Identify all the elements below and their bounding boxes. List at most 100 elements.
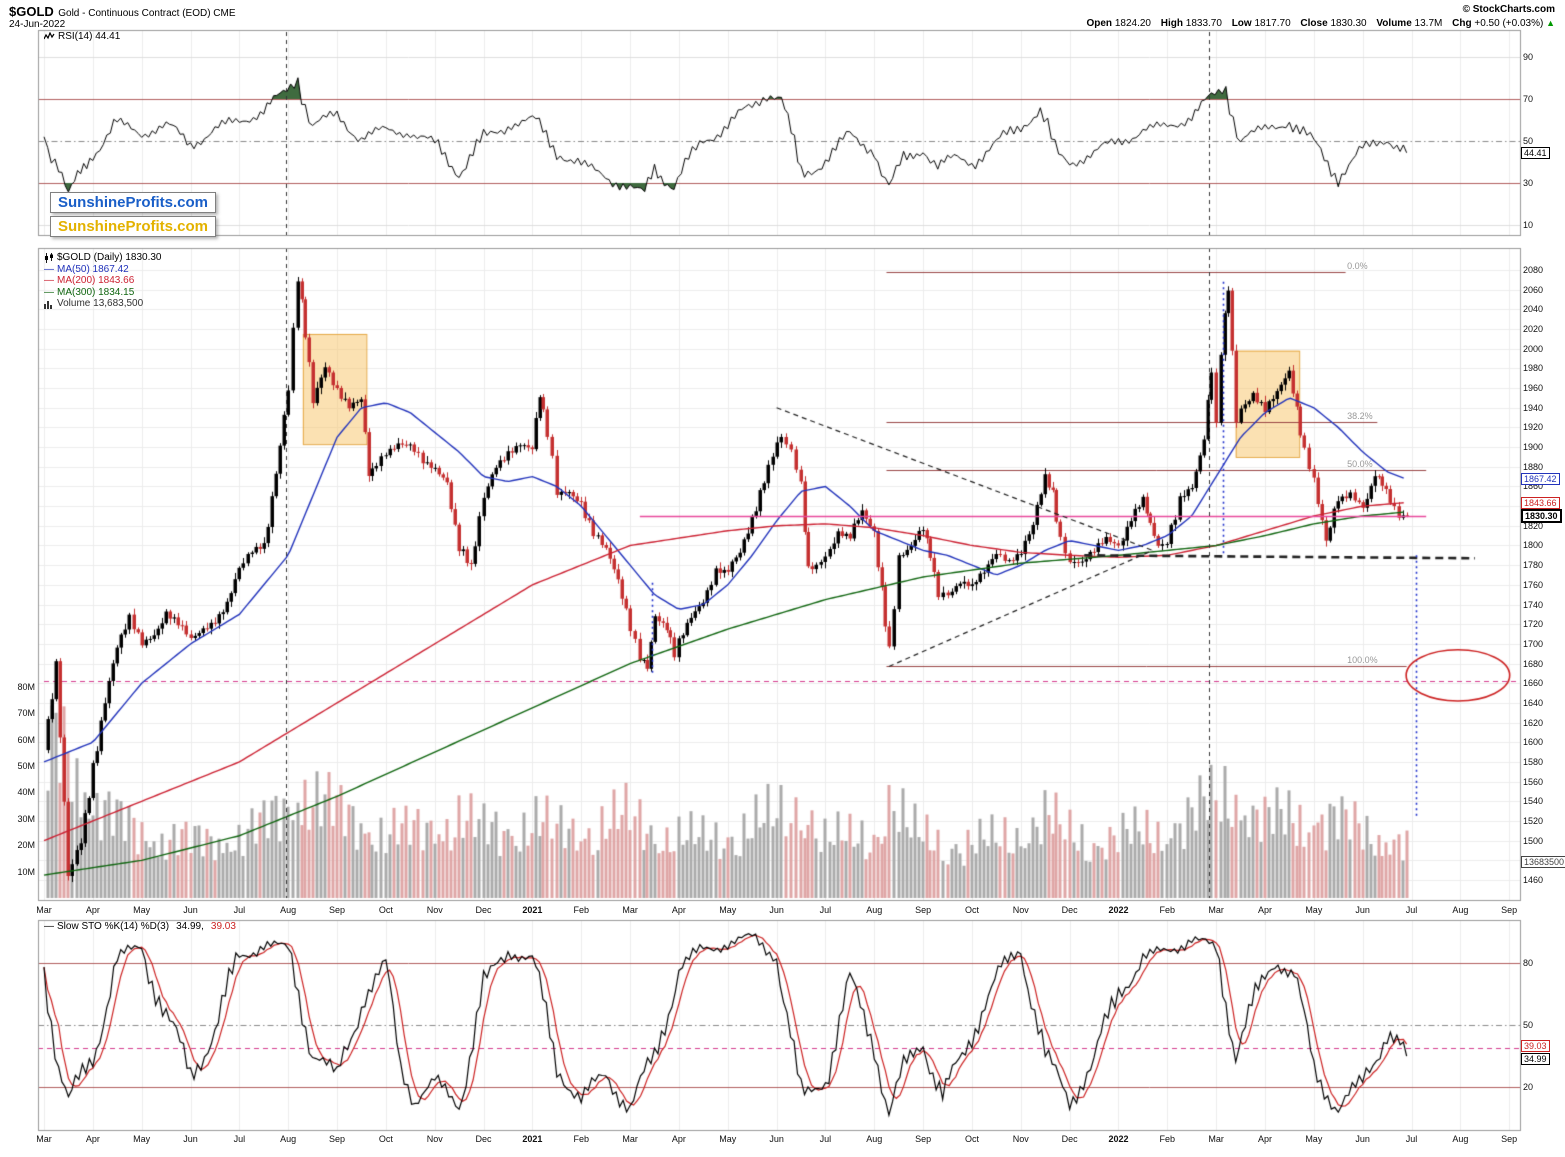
ma50-line-icon: — (44, 263, 54, 275)
main-axis-month: Apr (671, 905, 686, 915)
bottom-axis-month: Feb (573, 1134, 589, 1144)
fib-level-label: 38.2% (1347, 411, 1373, 422)
price-legend-ma300-row: — MA(300) 1834.15 (44, 287, 162, 299)
bottom-axis-month: Apr (671, 1134, 686, 1144)
main-axis-month: Jun (183, 905, 198, 915)
main-axis-month: Sep (1501, 905, 1518, 915)
price-legend-volume-row: Volume 13,683,500 (44, 298, 162, 310)
main-axis-month: Aug (1452, 905, 1469, 915)
volume-axis-tick: 30M (17, 813, 35, 824)
price-axis-tick: 1540 (1523, 796, 1544, 807)
price-axis-tick: 1740 (1523, 599, 1544, 610)
sto-d-badge: 39.03 (1521, 1039, 1550, 1052)
chart-title-text: Gold - Continuous Contract (EOD) CME (58, 8, 236, 19)
sto-d-value: 39.03 (210, 921, 236, 932)
volume-bars-icon (44, 300, 52, 309)
bottom-axis-month: Mar (622, 1134, 638, 1144)
main-axis-month: Feb (1159, 905, 1176, 915)
main-axis-month: Dec (1061, 905, 1078, 915)
bottom-axis-month: Mar (1208, 1134, 1224, 1144)
price-axis-tick: 2000 (1523, 343, 1544, 354)
volume-axis-tick: 40M (17, 787, 35, 798)
candlestick-icon (45, 252, 53, 263)
rsi-axis-tick: 10 (1523, 220, 1534, 230)
price-axis-tick: 1600 (1523, 737, 1544, 748)
price-legend-symbol: $GOLD (Daily) 1830.30 (57, 252, 162, 263)
volume-axis-tick: 50M (17, 761, 35, 771)
main-axis-month: Oct (378, 905, 393, 915)
main-axis-month: Jul (233, 905, 246, 915)
volume-axis-tick: 10M (17, 866, 35, 877)
rsi-axis-tick: 30 (1523, 178, 1534, 188)
bottom-axis-month: Sep (915, 1134, 932, 1144)
ma300-line-icon: — (44, 286, 54, 298)
bottom-axis-month: Nov (1012, 1134, 1029, 1144)
quote-high-label: High (1160, 18, 1183, 29)
bottom-axis-month: Feb (1159, 1134, 1176, 1144)
ma200-line-icon: — (44, 275, 54, 287)
price-axis-tick: 1720 (1523, 619, 1544, 630)
price-axis-tick: 1760 (1523, 579, 1544, 590)
price-axis-tick: 1860 (1523, 481, 1544, 492)
main-axis-month: Mar (36, 905, 52, 915)
main-axis-month: Sep (329, 905, 346, 915)
quote-volume-value: 13.7M (1414, 18, 1443, 29)
bottom-axis-month: Sep (329, 1134, 346, 1144)
price-legend-ma50-row: — MA(50) 1867.42 (44, 264, 162, 276)
main-axis-month: Aug (866, 905, 883, 915)
price-legend-volume: Volume 13,683,500 (57, 298, 144, 310)
copyright-link[interactable]: © StockCharts.com (1462, 4, 1555, 15)
logo-line-1[interactable]: SunshineProfits.com (50, 192, 217, 213)
main-axis-month: May (1305, 905, 1323, 915)
bottom-axis-month: Aug (1452, 1134, 1469, 1144)
main-axis-month: Jul (1405, 905, 1418, 915)
logo-line-2[interactable]: SunshineProfits.com (50, 216, 217, 237)
main-axis-month: Jun (769, 905, 784, 915)
main-axis-month: Jun (1355, 905, 1370, 915)
sto-axis-tick: 20 (1523, 1082, 1534, 1092)
sunshineprofits-logo[interactable]: SunshineProfits.com SunshineProfits.com (50, 192, 217, 240)
main-axis-month: 2021 (522, 905, 543, 915)
price-badge-close: 1830.30 (1521, 508, 1562, 523)
fib-level-label: 50.0% (1347, 458, 1373, 469)
price-badge-ma200: 1843.66 (1521, 496, 1560, 509)
rsi-value-badge: 44.41 (1521, 146, 1550, 159)
sto-legend: — Slow STO %K(14) %D(3) 34.99, 39.03 (44, 921, 236, 933)
bottom-axis-month: Jul (233, 1134, 246, 1144)
bottom-axis-month: Apr (85, 1134, 100, 1144)
bottom-axis-month: 2022 (1108, 1134, 1129, 1144)
chart-header: $GOLD Gold - Continuous Contract (EOD) C… (9, 3, 236, 21)
rsi-legend: RSI(14) 44.41 (44, 31, 120, 43)
bottom-axis-month: Nov (426, 1134, 443, 1144)
bottom-axis-month: May (719, 1134, 737, 1144)
main-axis-month: Dec (475, 905, 492, 915)
bottom-axis-month: Oct (964, 1134, 979, 1144)
bottom-axis-month: Apr (1257, 1134, 1272, 1144)
main-axis-month: Jul (819, 905, 832, 915)
price-axis-tick: 1920 (1523, 422, 1544, 433)
bottom-axis-month: Jun (769, 1134, 784, 1144)
volume-axis-tick: 60M (17, 734, 35, 745)
price-axis-tick: 1620 (1523, 717, 1544, 728)
bottom-axis-month: Jun (1355, 1134, 1370, 1144)
main-axis-month: Feb (573, 905, 589, 915)
chart-date: 24-Jun-2022 (9, 19, 66, 30)
bottom-axis-month: May (1305, 1134, 1323, 1144)
price-axis-tick: 1700 (1523, 638, 1544, 649)
rsi-axis-tick: 70 (1523, 94, 1534, 104)
price-axis-tick: 1460 (1523, 874, 1544, 885)
main-axis-month: Apr (1257, 905, 1272, 915)
price-axis-tick: 1640 (1523, 697, 1544, 708)
bottom-axis-month: Jun (183, 1134, 198, 1144)
quote-summary: Open 1824.20 High 1833.70 Low 1817.70 Cl… (1079, 18, 1555, 29)
sto-k-badge: 34.99 (1521, 1053, 1550, 1066)
price-axis-tick: 2080 (1523, 265, 1544, 275)
fib-level-label: 100.0% (1347, 655, 1378, 666)
bottom-axis-month: Aug (280, 1134, 297, 1144)
main-axis-month: May (719, 905, 737, 915)
price-axis-tick: 2020 (1523, 324, 1544, 335)
quote-high-value: 1833.70 (1185, 18, 1222, 29)
rsi-series-icon (44, 32, 55, 40)
bottom-axis-month: Sep (1501, 1134, 1518, 1144)
